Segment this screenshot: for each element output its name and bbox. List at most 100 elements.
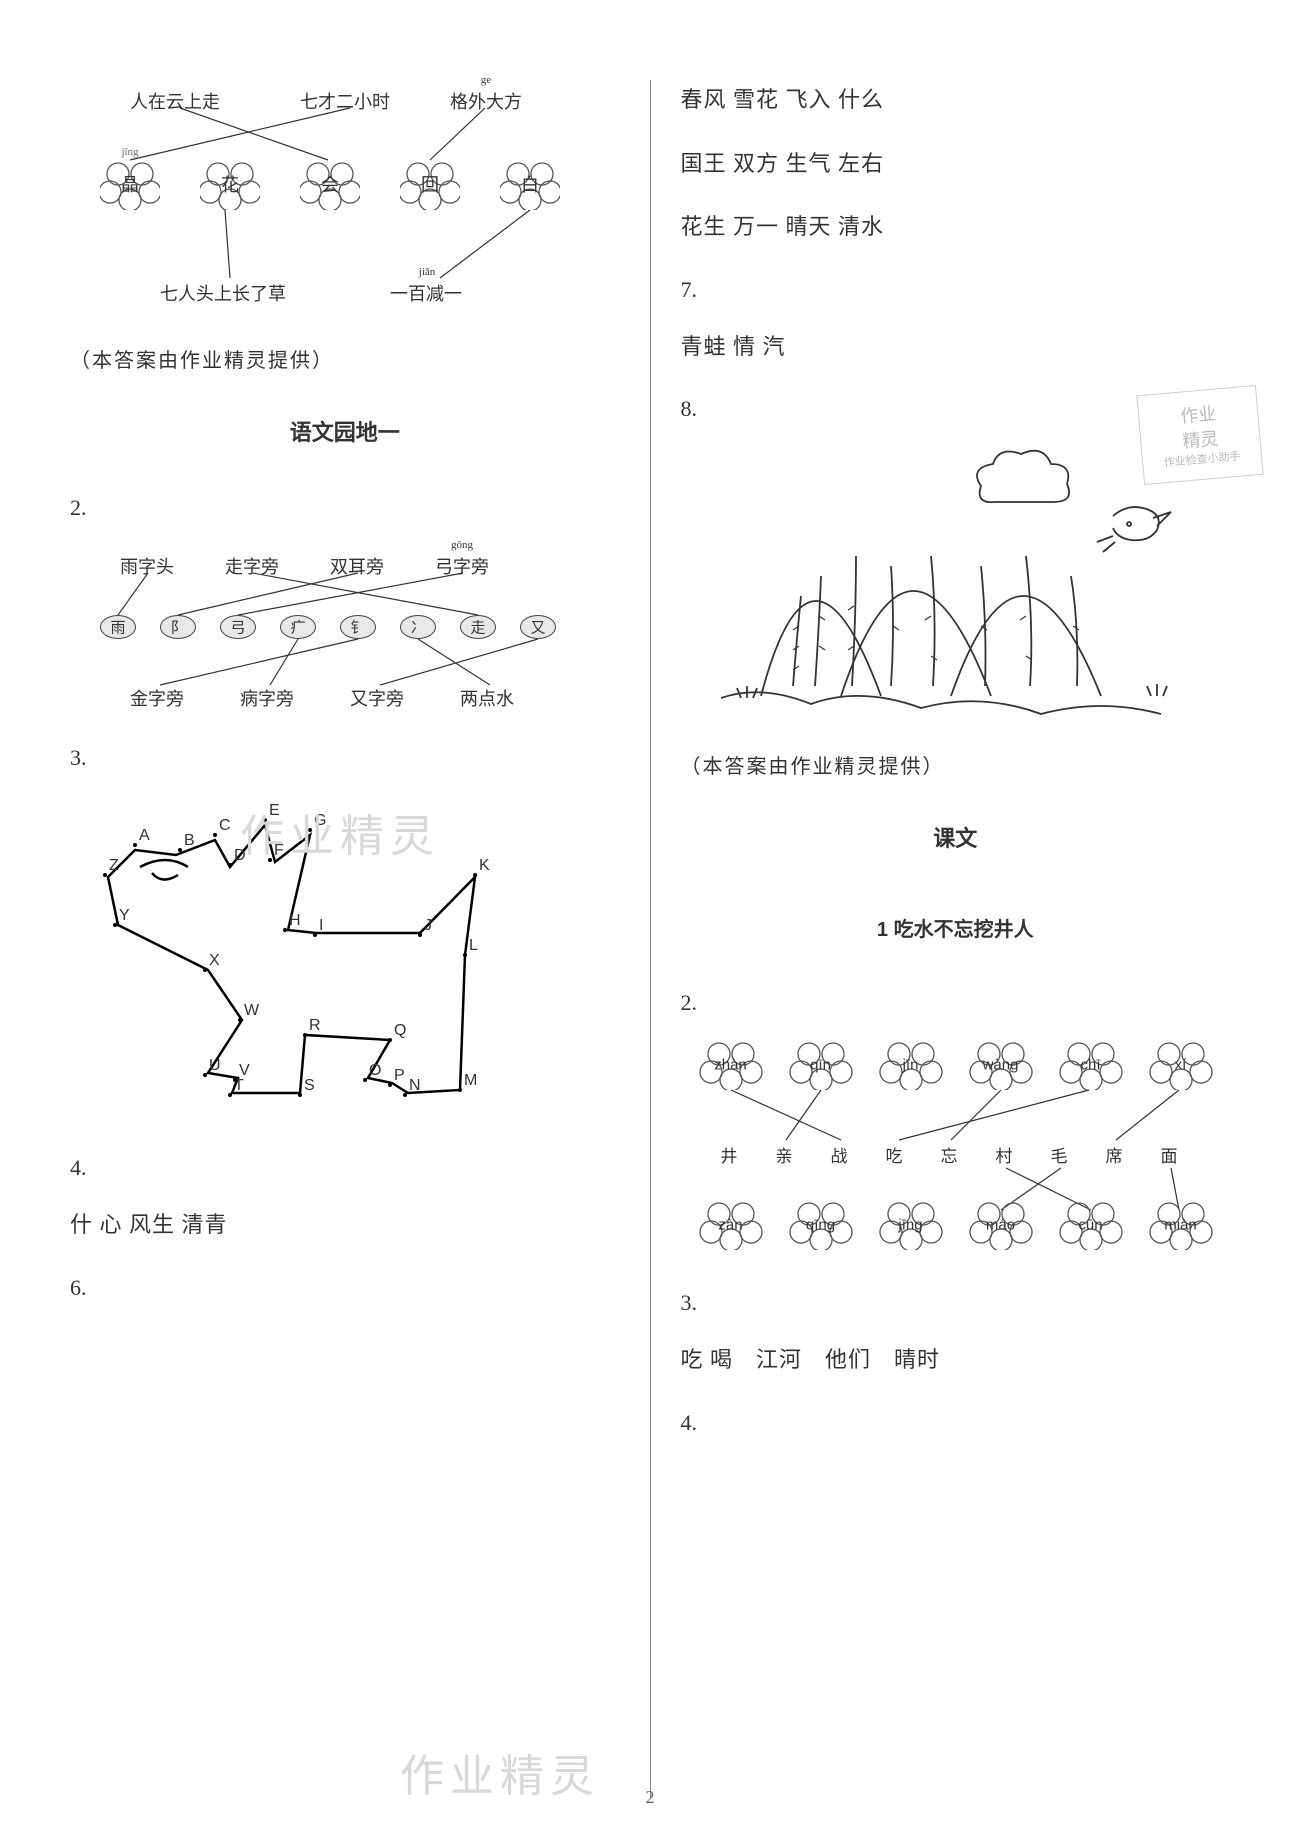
section-subtitle: 1 吃水不忘挖井人 — [681, 913, 1231, 942]
dot-letter: N — [409, 1077, 421, 1095]
dot-letter: V — [239, 1062, 250, 1080]
radical-oval: 走 — [460, 615, 496, 639]
item-4b: 4. — [681, 1410, 1231, 1436]
item-7-text: 青蛙 情 汽 — [681, 327, 1231, 367]
dot-letter: Q — [394, 1022, 406, 1040]
item-3b: 3. — [681, 1290, 1231, 1316]
dot — [268, 858, 272, 862]
char: 战 — [831, 1142, 848, 1167]
radical-oval: 弓 — [220, 615, 256, 639]
char: 面 — [1161, 1142, 1178, 1167]
dot — [113, 923, 117, 927]
willow-svg — [681, 446, 1221, 726]
char: 毛 — [1051, 1142, 1068, 1167]
radical-label: 金字旁 — [130, 685, 184, 711]
item-2b: 2. — [681, 990, 1231, 1016]
dot-letter: Y — [119, 907, 130, 925]
dot — [308, 828, 312, 832]
dot-letter: E — [269, 802, 280, 820]
dot — [388, 1083, 392, 1087]
dot — [263, 818, 267, 822]
dot-letter: W — [244, 1002, 259, 1020]
dot — [228, 863, 232, 867]
dot — [418, 933, 422, 937]
dot — [233, 1078, 237, 1082]
dot — [473, 873, 477, 877]
pinyin-flower: jīn — [876, 1040, 946, 1090]
pinyin-flower: xí — [1146, 1040, 1216, 1090]
dot — [228, 1093, 232, 1097]
radical-label: 走字旁 — [225, 553, 279, 579]
dot — [458, 1088, 462, 1092]
pinyin-flower: chī — [1056, 1040, 1126, 1090]
radical-oval: 雨 — [100, 615, 136, 639]
char: 村 — [996, 1142, 1013, 1167]
riddle-label: 一百减一jiǎn — [390, 280, 462, 306]
column-divider — [650, 80, 651, 1798]
radical-oval: 阝 — [160, 615, 196, 639]
dot-letter: H — [289, 912, 301, 930]
radical-label: 两点水 — [460, 685, 514, 711]
right-column: 春风 雪花 飞入 什么 国王 双方 生气 左右 花生 万一 晴天 清水 7. 青… — [681, 80, 1231, 1798]
dot-letter: R — [309, 1017, 321, 1035]
char: 吃 — [886, 1142, 903, 1167]
dot-letter: S — [304, 1077, 315, 1095]
dot-letter: K — [479, 857, 490, 875]
dot — [388, 1038, 392, 1042]
item-2: 2. — [70, 495, 620, 521]
riddle-label: 七才二小时 — [300, 88, 390, 114]
dot-letter: B — [184, 832, 195, 850]
char: 席 — [1106, 1142, 1123, 1167]
radical-oval: 疒 — [280, 615, 316, 639]
pinyin-flower: máo — [966, 1200, 1036, 1250]
pinyin-flower: zàn — [696, 1200, 766, 1250]
pinyin-flower: qīng — [786, 1200, 856, 1250]
pinyin-flower: wàng — [966, 1040, 1036, 1090]
radical-oval: 又 — [520, 615, 556, 639]
item-7: 7. — [681, 277, 1231, 303]
dot-letter: L — [469, 937, 478, 955]
vocab-line-2: 国王 双方 生气 左右 — [681, 144, 1231, 184]
diagram-pinyin-match: zhànqīnjīnwàngchīxí 井亲战吃忘村毛席面 zànqīngjīn… — [681, 1040, 1231, 1260]
item-6: 6. — [70, 1275, 620, 1301]
flower-char: 花 — [200, 160, 260, 210]
left-column: 人在云上走七才二小时格外大方ge 晶jīng花会回白 七人头上长了草一百减一ji… — [70, 80, 620, 1798]
dot — [463, 953, 467, 957]
char: 亲 — [776, 1142, 793, 1167]
flower-char: 回 — [400, 160, 460, 210]
char: 井 — [721, 1142, 738, 1167]
radical-label: 双耳旁 — [330, 553, 384, 579]
radical-label: 弓字旁gōng — [435, 553, 489, 579]
dot-letter: J — [424, 917, 432, 935]
dot-letter: Z — [109, 857, 119, 875]
dot-letter: I — [319, 917, 323, 935]
dot-letter: D — [234, 847, 246, 865]
flower-char: 会 — [300, 160, 360, 210]
vocab-line-1: 春风 雪花 飞入 什么 — [681, 80, 1231, 120]
radical-oval: 冫 — [400, 615, 436, 639]
dot-letter: G — [314, 812, 326, 830]
diagram-willow-bird — [681, 446, 1231, 726]
dot-letter: F — [274, 842, 284, 860]
dot — [213, 833, 217, 837]
stamp-badge: 作业 精灵 作业检查小助手 — [1136, 385, 1263, 485]
dot-letter: U — [209, 1057, 221, 1075]
dot — [103, 873, 107, 877]
flower-char: 白 — [500, 160, 560, 210]
radical-label: 又字旁 — [350, 685, 404, 711]
dot-letter: M — [464, 1072, 477, 1090]
dot — [178, 848, 182, 852]
dog-svg — [70, 795, 520, 1125]
radical-oval: 钅 — [340, 615, 376, 639]
dot — [203, 968, 207, 972]
riddle-label: 七人头上长了草 — [160, 280, 286, 306]
dot — [313, 933, 317, 937]
dot — [403, 1093, 407, 1097]
char: 忘 — [941, 1142, 958, 1167]
pinyin-flower: cūn — [1056, 1200, 1126, 1250]
section-title-kewen: 课文 — [681, 821, 1231, 853]
worksheet-page: 人在云上走七才二小时格外大方ge 晶jīng花会回白 七人头上长了草一百减一ji… — [0, 0, 1300, 1838]
radical-label: 病字旁 — [240, 685, 294, 711]
diagram-dog-dots: ABCDEFGHIJKLMNOPQRSTUVWXYZ — [70, 795, 620, 1125]
dot — [133, 843, 137, 847]
